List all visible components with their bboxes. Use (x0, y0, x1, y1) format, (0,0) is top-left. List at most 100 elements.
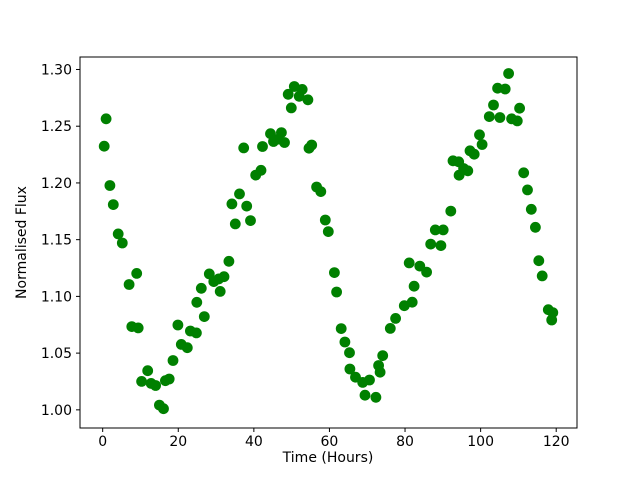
data-point (335, 323, 347, 334)
data-point (306, 139, 318, 151)
y-tick-label: 1.00 (41, 403, 72, 419)
data-point (167, 355, 179, 366)
x-tick-label: 80 (396, 434, 414, 450)
data-point (136, 376, 148, 387)
data-points (98, 68, 559, 415)
data-point (191, 296, 203, 308)
data-point (533, 255, 545, 267)
y-tick-label: 1.30 (41, 62, 72, 78)
data-point (282, 88, 294, 100)
data-point (377, 350, 389, 361)
data-point (344, 363, 356, 375)
data-point (530, 221, 541, 233)
data-point (241, 200, 253, 212)
data-point (536, 270, 548, 282)
data-point (384, 323, 396, 334)
data-point (339, 336, 351, 348)
data-point (163, 373, 175, 385)
data-point (437, 224, 449, 236)
y-tick-label: 1.15 (41, 233, 72, 249)
y-tick-label: 1.05 (41, 346, 72, 362)
x-tick-label: 20 (169, 434, 187, 450)
data-point (238, 142, 250, 154)
data-point (322, 226, 334, 238)
data-point (123, 279, 135, 290)
data-point (421, 266, 432, 278)
data-point (522, 184, 533, 196)
data-point (331, 286, 342, 298)
plot-frame (79, 56, 578, 429)
data-point (462, 165, 474, 177)
data-point (488, 99, 499, 111)
x-axis-ticks: 0 20 40 60 80 100 120 (98, 428, 570, 450)
data-point (158, 403, 169, 415)
data-point (547, 307, 559, 318)
data-point (408, 280, 420, 292)
data-point (525, 203, 537, 215)
data-point (370, 391, 382, 403)
data-point (319, 214, 331, 226)
data-point (214, 286, 226, 297)
data-point (218, 271, 230, 283)
y-axis-label: Normalised Flux (14, 186, 30, 299)
data-point (425, 238, 437, 250)
data-point (234, 188, 245, 200)
data-point (255, 164, 267, 176)
data-point (223, 255, 235, 267)
data-point (476, 139, 488, 150)
data-point (315, 186, 327, 198)
data-point (116, 237, 128, 249)
data-point (229, 218, 241, 230)
data-point (514, 102, 525, 114)
x-axis-label: Time (Hours) (282, 450, 374, 466)
data-point (131, 268, 143, 279)
data-point (359, 389, 371, 401)
data-point (468, 148, 480, 160)
data-point (104, 180, 116, 191)
data-point (132, 322, 144, 334)
data-point (172, 319, 184, 331)
data-point (499, 83, 511, 95)
data-point (435, 240, 447, 252)
data-point (150, 380, 162, 391)
data-point (107, 199, 119, 211)
data-point (181, 342, 193, 354)
data-point (374, 366, 386, 378)
data-point (494, 112, 506, 123)
data-point (503, 68, 514, 79)
data-point (390, 313, 401, 324)
x-tick-label: 60 (321, 434, 339, 450)
data-point (285, 102, 297, 114)
data-point (195, 282, 207, 294)
data-point (403, 257, 415, 269)
x-tick-label: 40 (245, 434, 263, 450)
data-point (302, 94, 314, 106)
y-axis-ticks: 1.00 1.05 1.10 1.15 1.20 1.25 1.30 (41, 62, 80, 419)
y-tick-label: 1.10 (41, 289, 72, 305)
x-tick-label: 0 (98, 434, 107, 450)
data-point (257, 141, 268, 152)
data-point (226, 198, 238, 210)
data-point (329, 267, 340, 278)
data-point (429, 224, 441, 236)
data-point (406, 296, 418, 308)
data-point (100, 113, 112, 125)
data-point (279, 137, 290, 148)
data-point (445, 205, 457, 217)
data-point (112, 228, 124, 240)
y-tick-label: 1.25 (41, 119, 72, 135)
x-tick-label: 120 (543, 434, 570, 450)
y-tick-label: 1.20 (41, 176, 72, 192)
x-tick-label: 100 (467, 434, 494, 450)
data-point (511, 115, 523, 127)
data-point (364, 374, 375, 386)
data-point (344, 347, 355, 359)
data-point (191, 327, 202, 339)
data-point (245, 215, 256, 227)
data-point (198, 311, 210, 322)
data-point (98, 140, 110, 152)
data-point (296, 84, 308, 95)
data-point (483, 111, 495, 122)
